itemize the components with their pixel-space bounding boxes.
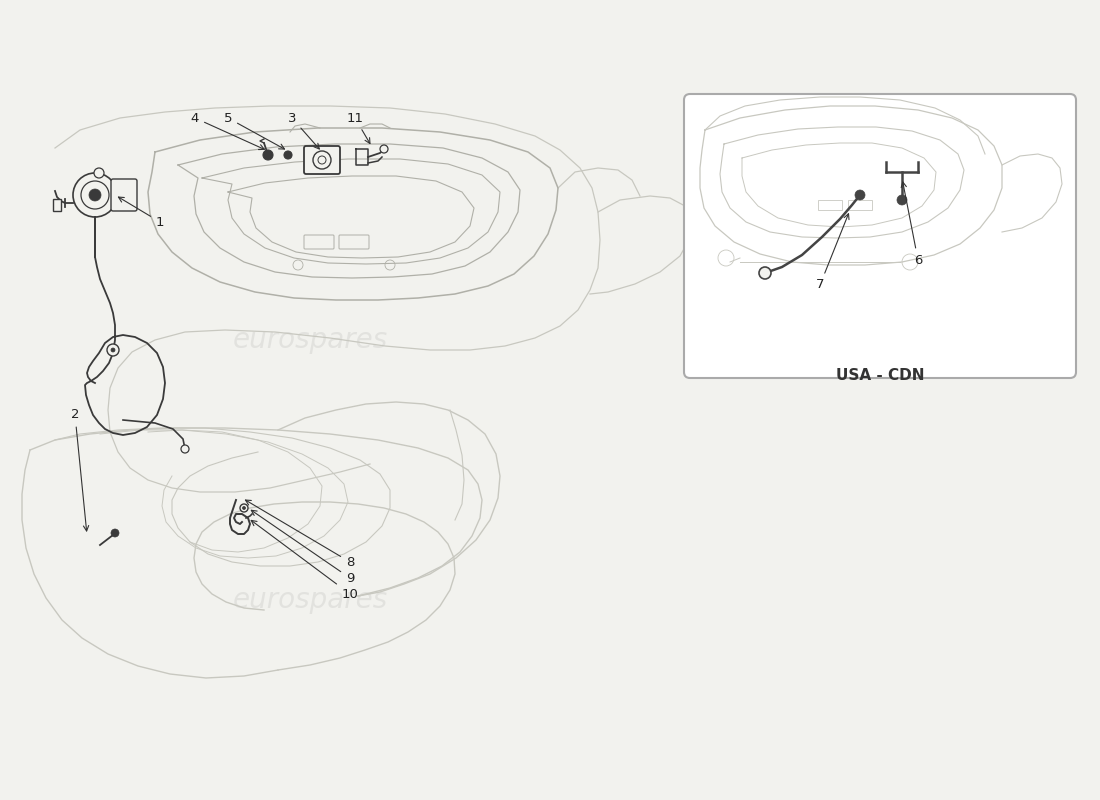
Circle shape [855, 190, 865, 200]
Text: 8: 8 [245, 500, 354, 569]
Circle shape [759, 267, 771, 279]
Text: 11: 11 [346, 111, 370, 143]
Text: 6: 6 [901, 182, 922, 266]
Circle shape [240, 504, 248, 512]
Circle shape [182, 445, 189, 453]
Text: eurospares: eurospares [232, 586, 387, 614]
Circle shape [94, 168, 104, 178]
Circle shape [111, 348, 116, 352]
Circle shape [263, 150, 273, 160]
Bar [818, 200, 842, 210]
FancyBboxPatch shape [684, 94, 1076, 378]
Text: 10: 10 [251, 521, 359, 601]
Text: 1: 1 [119, 197, 164, 229]
Circle shape [242, 506, 245, 510]
Text: 9: 9 [251, 510, 354, 585]
FancyBboxPatch shape [304, 146, 340, 174]
Bar [53, 199, 60, 211]
Text: eurospares: eurospares [232, 326, 387, 354]
Text: 4: 4 [190, 111, 264, 150]
Circle shape [111, 529, 119, 537]
Text: 5: 5 [223, 111, 285, 149]
Circle shape [89, 189, 101, 201]
FancyBboxPatch shape [111, 179, 138, 211]
Circle shape [284, 151, 292, 159]
Circle shape [107, 344, 119, 356]
Bar [848, 200, 872, 210]
Circle shape [379, 145, 388, 153]
Text: eurospares: eurospares [748, 330, 872, 350]
Circle shape [73, 173, 117, 217]
Circle shape [896, 195, 907, 205]
Text: USA - CDN: USA - CDN [836, 367, 924, 382]
Text: 7: 7 [816, 214, 849, 291]
Circle shape [318, 156, 326, 164]
Text: 2: 2 [70, 409, 89, 531]
Text: 3: 3 [288, 111, 319, 149]
